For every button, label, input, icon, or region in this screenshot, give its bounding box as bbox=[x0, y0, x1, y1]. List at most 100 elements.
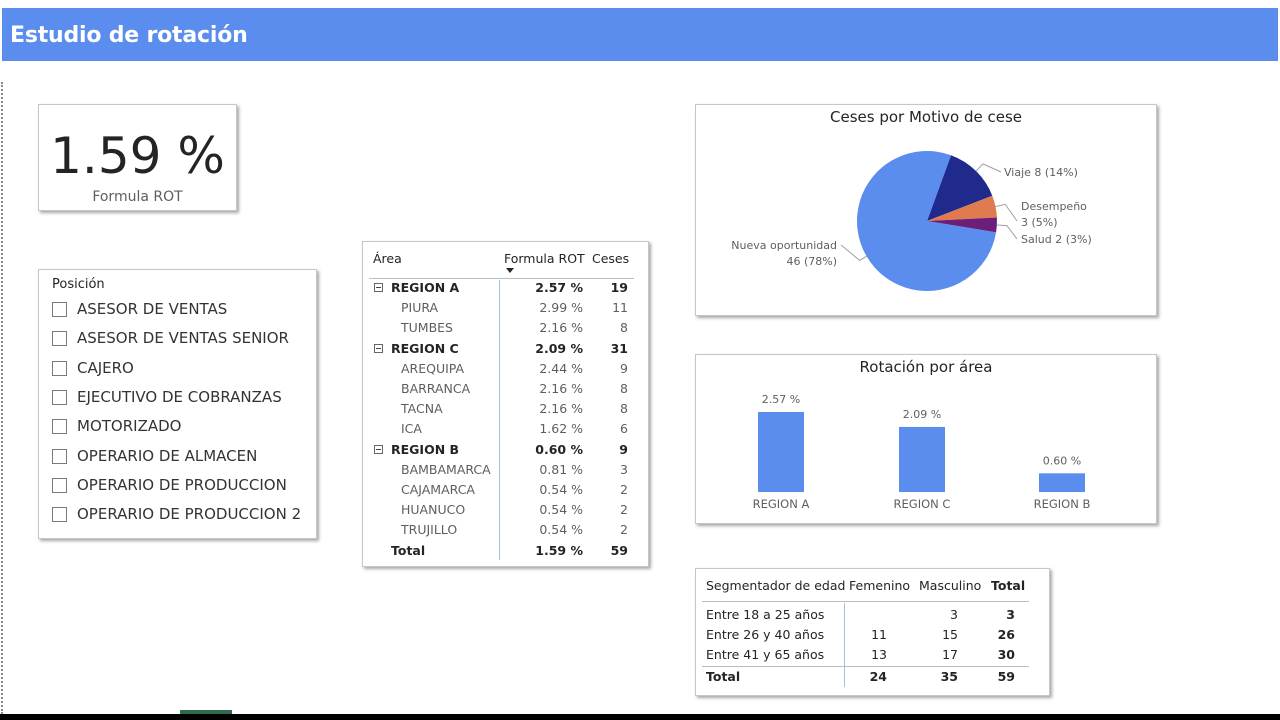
collapse-icon[interactable] bbox=[374, 343, 383, 353]
rot-value: 2.16 % bbox=[539, 320, 583, 336]
label-desempeno-value: 3 (5%) bbox=[1021, 216, 1058, 229]
age-row[interactable]: Entre 26 y 40 años 11 15 26 bbox=[696, 625, 1051, 645]
area-label: BARRANCA bbox=[401, 381, 471, 396]
checkbox[interactable] bbox=[52, 301, 67, 317]
bar-chart-card[interactable]: Rotación por área 2.57 % REGION A 2.09 % RE… bbox=[695, 354, 1157, 524]
x-tick-label: REGION A bbox=[753, 497, 810, 511]
matrix-header-rot[interactable]: Formula ROT bbox=[504, 251, 585, 266]
checkbox[interactable] bbox=[52, 330, 67, 346]
bar-region-c[interactable] bbox=[899, 426, 945, 492]
matrix-total-row[interactable]: Total 1.59 % 59 bbox=[363, 541, 650, 561]
age-row[interactable]: Entre 18 a 25 años 3 3 bbox=[696, 605, 1051, 625]
ceses-value: 19 bbox=[610, 280, 628, 295]
pie-chart-title: Ceses por Motivo de cese bbox=[830, 108, 1022, 126]
x-tick-label: REGION C bbox=[894, 497, 951, 511]
age-table[interactable]: Segmentador de edad Femenino Masculino T… bbox=[695, 568, 1050, 696]
age-row[interactable]: Entre 41 y 65 años 13 17 30 bbox=[696, 645, 1051, 665]
age-header-total[interactable]: Total bbox=[991, 578, 1026, 593]
header-divider bbox=[369, 278, 634, 279]
collapse-icon[interactable] bbox=[374, 283, 383, 292]
ceses-value: 8 bbox=[620, 401, 628, 417]
pie-chart-card[interactable]: Ceses por Motivo de cese Viaje 8 (14%) D… bbox=[695, 104, 1157, 316]
ceses-value: 6 bbox=[620, 421, 628, 437]
pie-slice-salud[interactable] bbox=[927, 217, 997, 233]
checkbox[interactable] bbox=[52, 418, 67, 434]
total-divider bbox=[702, 666, 1029, 667]
bar-data-label: 0.60 % bbox=[1043, 454, 1081, 467]
rot-value: 1.59 % bbox=[535, 542, 583, 558]
kpi-label: Formula ROT bbox=[92, 189, 183, 205]
bar-data-label: 2.09 % bbox=[903, 408, 941, 421]
checkbox[interactable] bbox=[52, 477, 67, 493]
ceses-value: 9 bbox=[620, 360, 628, 376]
column-divider bbox=[499, 280, 500, 560]
area-label: REGION B bbox=[391, 441, 460, 457]
position-slicer[interactable]: Posición ASESOR DE VENTAS ASESOR DE VENT… bbox=[38, 269, 317, 539]
label-viaje: Viaje 8 (14%) bbox=[1004, 166, 1078, 179]
rot-value: 0.54 % bbox=[539, 482, 583, 497]
ceses-value: 9 bbox=[619, 441, 628, 457]
matrix-row[interactable]: BAMBAMARCA 0.81 % 3 bbox=[363, 460, 650, 480]
ceses-value: 59 bbox=[610, 542, 628, 558]
rot-value: 0.60 % bbox=[535, 441, 583, 457]
area-label: BAMBAMARCA bbox=[401, 461, 491, 477]
matrix-row[interactable]: TUMBES 2.16 % 8 bbox=[363, 318, 650, 338]
leader-line-nueva bbox=[840, 244, 867, 261]
matrix-header-area[interactable]: Área bbox=[373, 251, 402, 266]
sort-descending-icon[interactable] bbox=[506, 268, 514, 273]
bar-region-b[interactable] bbox=[1039, 473, 1085, 492]
area-matrix[interactable]: Área Formula ROT Ceses REGION A 2.57 % 19 P… bbox=[362, 241, 649, 567]
checkbox[interactable] bbox=[52, 448, 67, 464]
pie-slice-desempeno[interactable] bbox=[927, 195, 997, 221]
pie-slice-viaje[interactable] bbox=[927, 155, 993, 221]
masc-value: 3 bbox=[950, 607, 958, 622]
checkbox[interactable] bbox=[52, 389, 67, 405]
pie-slice-nueva-oportunidad[interactable] bbox=[857, 151, 997, 291]
matrix-group-row[interactable]: REGION A 2.57 % 19 bbox=[363, 278, 650, 298]
slicer-item[interactable]: ASESOR DE VENTAS SENIOR bbox=[52, 327, 289, 349]
x-tick-label: REGION B bbox=[1034, 497, 1091, 511]
kpi-value: 1.59 % bbox=[50, 127, 225, 185]
checkbox[interactable] bbox=[52, 360, 67, 376]
matrix-group-row[interactable]: REGION C 2.09 % 31 bbox=[363, 339, 650, 359]
age-header-segment[interactable]: Segmentador de edad bbox=[706, 578, 846, 593]
slicer-item[interactable]: ASESOR DE VENTAS bbox=[52, 298, 227, 320]
page-boundary-line bbox=[1, 82, 3, 714]
matrix-row[interactable]: AREQUIPA 2.44 % 9 bbox=[363, 359, 650, 379]
header-divider bbox=[702, 601, 1029, 602]
matrix-row[interactable]: PIURA 2.99 % 11 bbox=[363, 298, 650, 318]
checkbox[interactable] bbox=[52, 506, 67, 522]
ceses-value: 31 bbox=[610, 340, 628, 356]
slicer-item[interactable]: OPERARIO DE PRODUCCION bbox=[52, 474, 287, 496]
matrix-row[interactable]: TACNA 2.16 % 8 bbox=[363, 399, 650, 419]
matrix-row[interactable]: TRUJILLO 0.54 % 2 bbox=[363, 520, 650, 540]
slicer-item[interactable]: OPERARIO DE ALMACEN bbox=[52, 445, 257, 467]
label-desempeno: Desempeño bbox=[1021, 200, 1087, 213]
age-segment-label: Entre 18 a 25 años bbox=[706, 607, 825, 622]
report-header: Estudio de rotación bbox=[2, 8, 1278, 61]
bar-region-a[interactable] bbox=[758, 412, 804, 492]
area-label: TUMBES bbox=[401, 320, 453, 336]
slicer-item[interactable]: OPERARIO DE PRODUCCION 2 bbox=[52, 503, 301, 525]
bar-chart: 2.57 % REGION A 2.09 % REGION C 0.60 % REGION… bbox=[753, 393, 1091, 511]
fem-value: 11 bbox=[871, 627, 887, 642]
page-tab-indicator[interactable] bbox=[180, 710, 232, 714]
area-label: HUANUCO bbox=[401, 502, 466, 518]
rot-value: 0.81 % bbox=[539, 461, 583, 477]
collapse-icon[interactable] bbox=[374, 444, 383, 454]
matrix-row[interactable]: ICA 1.62 % 6 bbox=[363, 419, 650, 439]
kpi-card[interactable]: 1.59 % Formula ROT bbox=[38, 104, 237, 211]
matrix-row[interactable]: BARRANCA 2.16 % 8 bbox=[363, 379, 650, 399]
matrix-row[interactable]: HUANUCO 0.54 % 2 bbox=[363, 500, 650, 520]
age-header-masc[interactable]: Masculino bbox=[919, 578, 982, 593]
slicer-item[interactable]: MOTORIZADO bbox=[52, 415, 181, 437]
matrix-row[interactable]: CAJAMARCA 0.54 % 2 bbox=[363, 480, 650, 500]
rot-value: 2.44 % bbox=[539, 360, 583, 376]
age-total-row[interactable]: Total 24 35 59 bbox=[696, 667, 1051, 687]
matrix-header-ceses[interactable]: Ceses bbox=[592, 251, 630, 266]
matrix-group-row[interactable]: REGION B 0.60 % 9 bbox=[363, 440, 650, 460]
age-header-fem[interactable]: Femenino bbox=[849, 578, 911, 593]
slicer-item[interactable]: CAJERO bbox=[52, 357, 134, 379]
slicer-item[interactable]: EJECUTIVO DE COBRANZAS bbox=[52, 386, 282, 408]
